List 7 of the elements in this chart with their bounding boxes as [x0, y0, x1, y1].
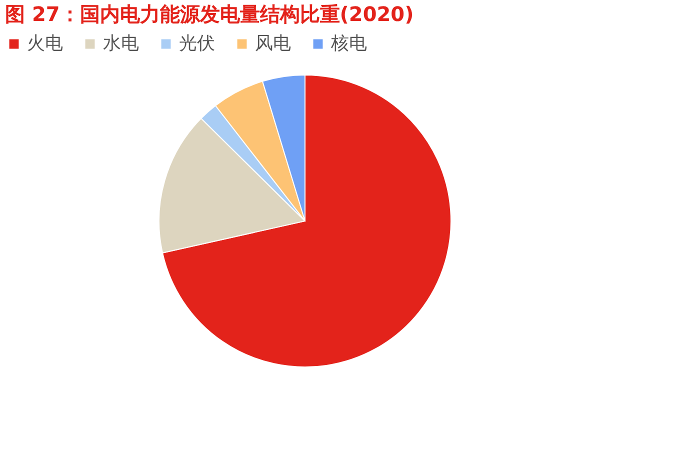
- pie-slice: [162, 74, 452, 368]
- legend-label: 风电: [255, 33, 291, 54]
- legend-label: 光伏: [179, 33, 215, 54]
- legend-label: 水电: [103, 33, 139, 54]
- legend-label: 火电: [27, 33, 63, 54]
- legend-label: 核电: [330, 33, 367, 54]
- chart-title: 图 27：国内电力能源发电量结构比重(2020): [5, 2, 414, 26]
